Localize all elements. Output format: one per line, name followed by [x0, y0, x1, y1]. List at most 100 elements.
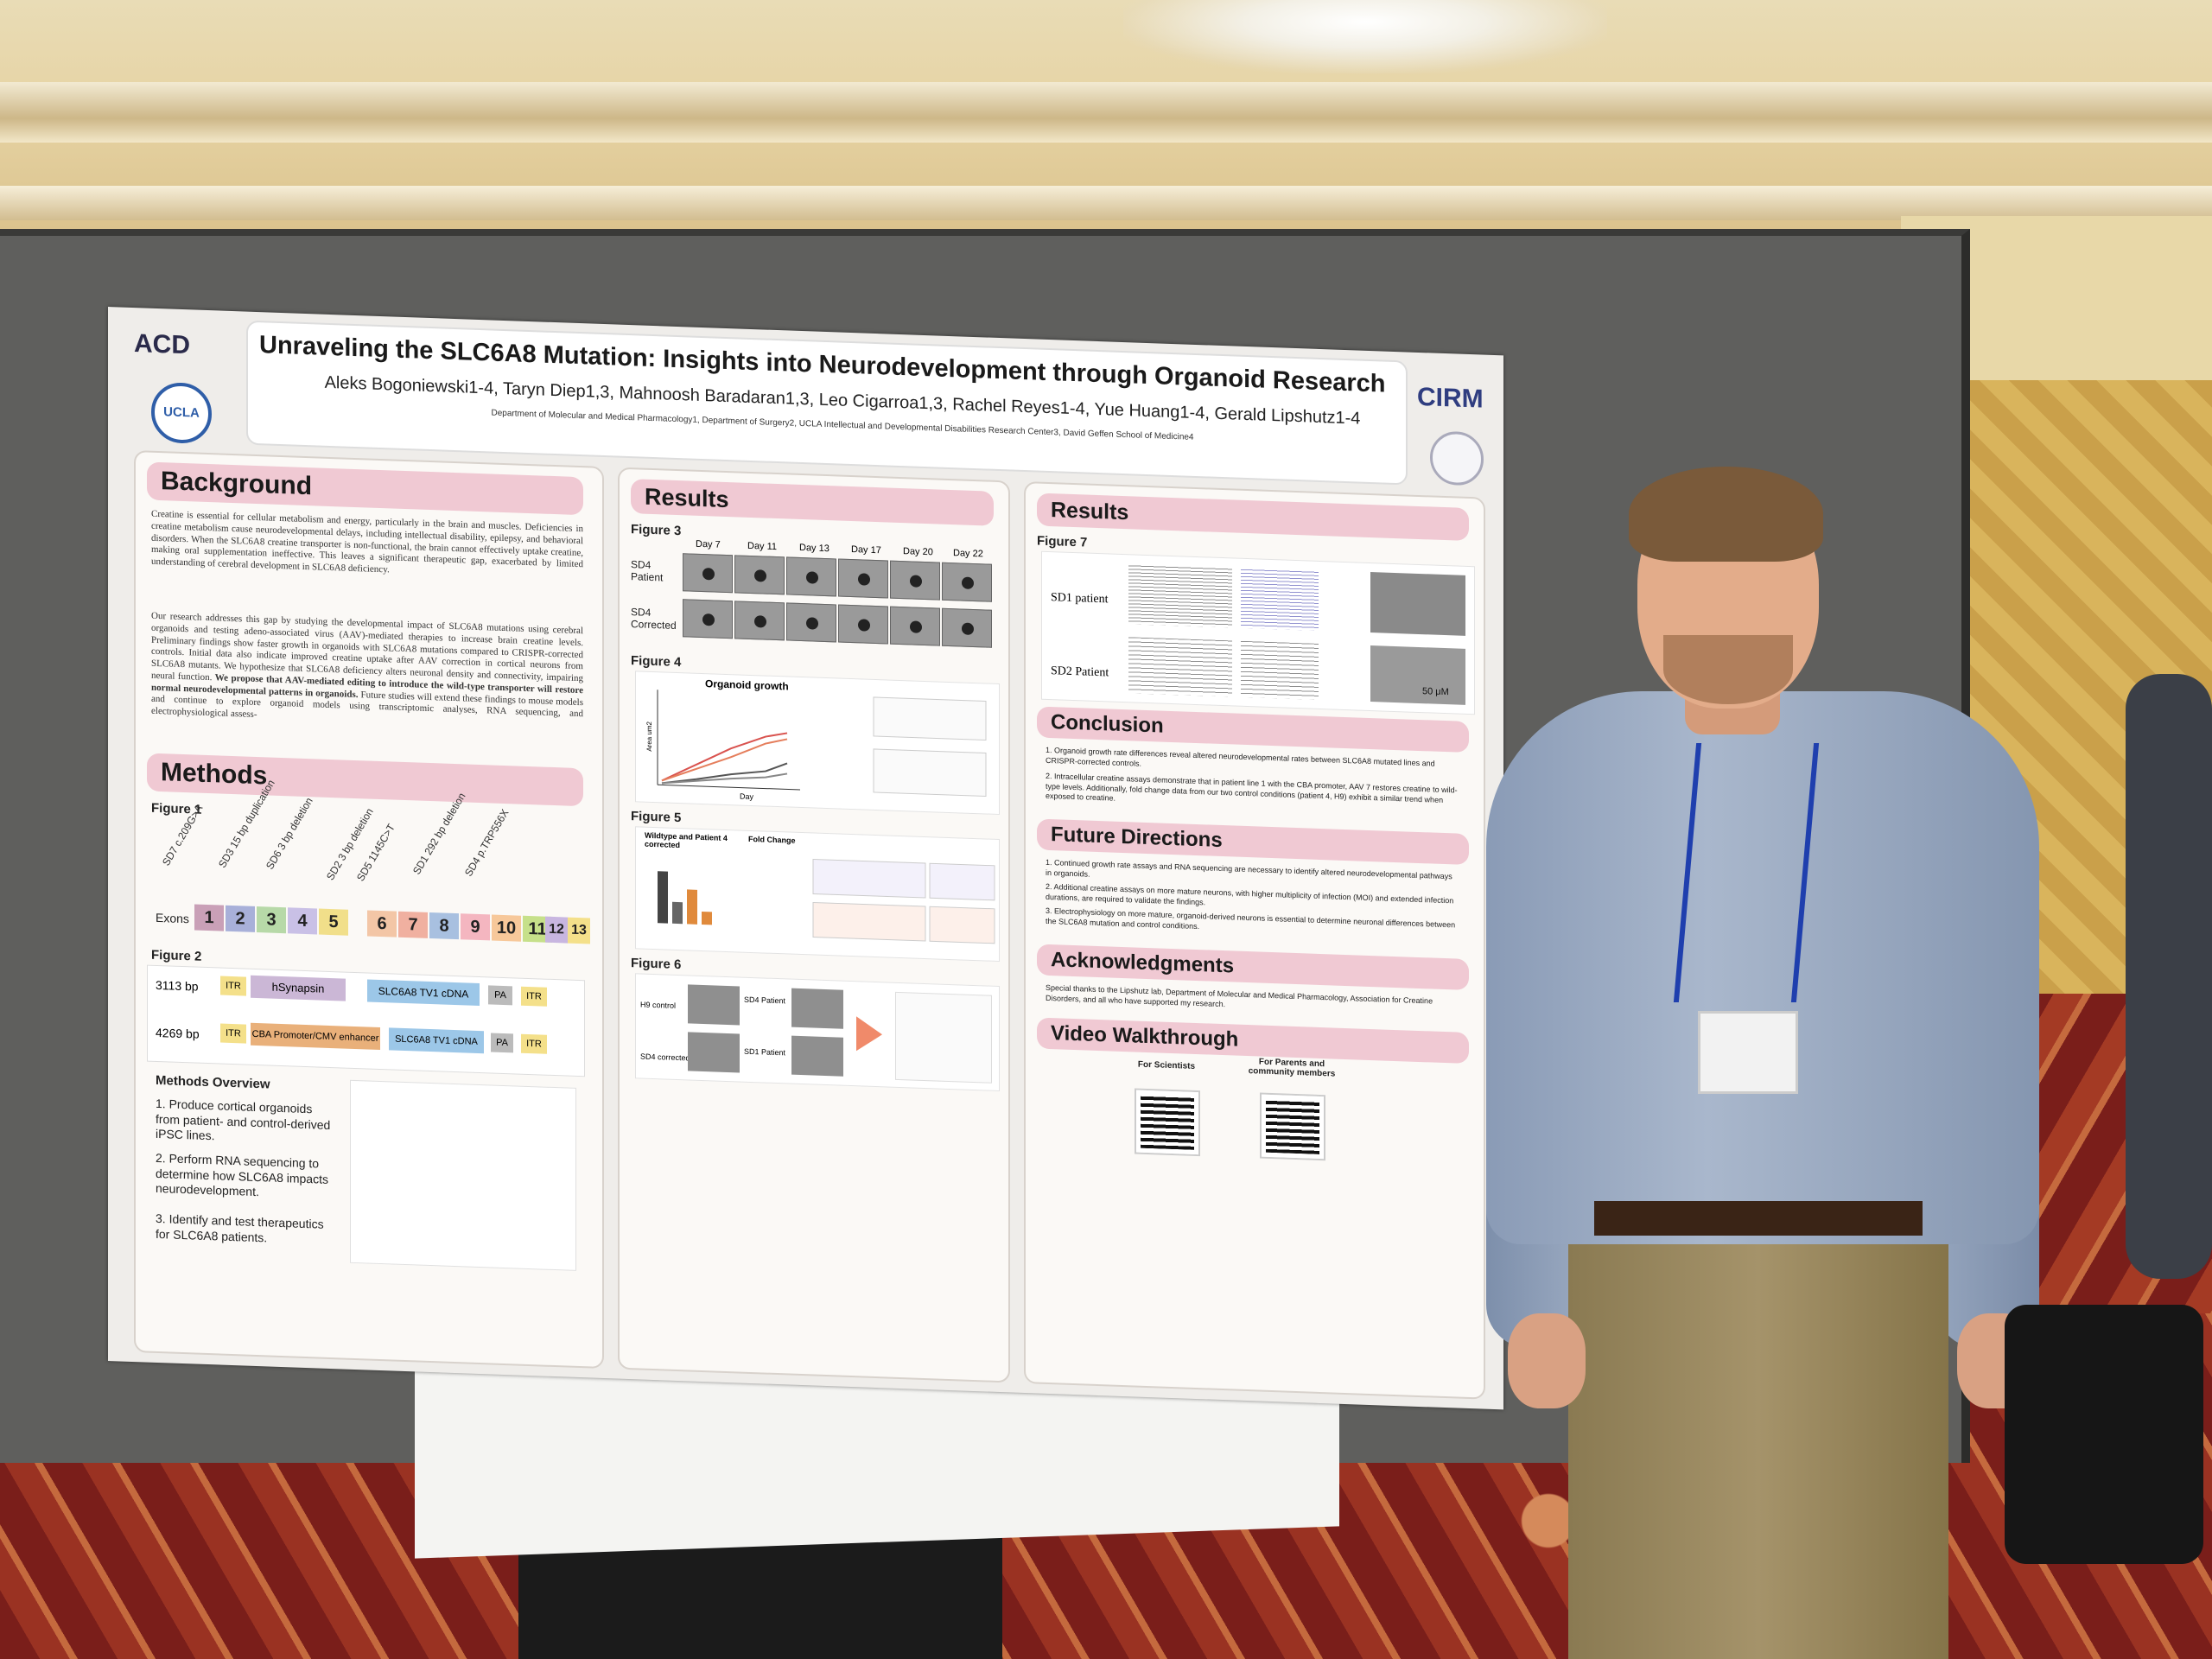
organoid-image — [786, 556, 836, 597]
person-hair — [1629, 467, 1823, 562]
person-shirt — [1486, 691, 2039, 1244]
patch-clamp-trace — [1128, 563, 1232, 628]
figure6-image — [791, 1035, 843, 1077]
ucla-seal-text: UCLA — [163, 404, 200, 421]
chandelier — [1123, 0, 1607, 73]
day-label: Day 17 — [851, 544, 881, 556]
ucla-seal: UCLA — [151, 381, 212, 445]
figure5-bars — [658, 858, 995, 944]
research-poster: ACD UCLA Unraveling the SLC6A8 Mutation:… — [108, 307, 1503, 1410]
exon-box: 8 — [429, 912, 459, 940]
qr-code-scientists[interactable] — [1136, 1090, 1198, 1155]
exon-box: 12 — [545, 916, 568, 944]
figure6-panel: H9 control SD4 Patient SD4 corrected SD1… — [635, 973, 1000, 1092]
qr-code-parents[interactable] — [1262, 1094, 1324, 1160]
figure7-row-sd2: SD2 Patient — [1051, 664, 1109, 680]
figure4-lines — [657, 690, 987, 797]
microscopy-image — [1370, 572, 1465, 636]
ceiling-molding-lower — [0, 186, 2212, 220]
person-pants — [1568, 1210, 1948, 1659]
figure7-scale-bar-label: 50 μM — [1422, 686, 1449, 698]
patch-clamp-trace — [1241, 567, 1319, 631]
construct-diagram — [147, 964, 585, 1077]
organoid-image — [838, 558, 888, 599]
exon-box: 5 — [319, 908, 348, 936]
figure5-label: Figure 5 — [631, 809, 682, 826]
organoid-image — [942, 562, 992, 602]
figure3-row-corrected: SD4 Corrected — [631, 606, 677, 632]
figure6-scatter-plot — [895, 991, 992, 1084]
methods-workflow-diagram — [350, 1079, 576, 1271]
ceiling-molding — [0, 82, 2212, 143]
lanyard — [1673, 743, 1820, 1002]
figure7-row-sd1: SD1 patient — [1051, 591, 1109, 607]
construct1-itr2: ITR — [521, 986, 547, 1007]
exon-box: 3 — [257, 906, 286, 934]
background-person — [2126, 674, 2212, 1279]
construct1-pa: PA — [488, 985, 512, 1006]
day-label: Day 11 — [747, 540, 778, 553]
day-label: Day 22 — [953, 548, 983, 560]
organoid-image — [786, 602, 836, 643]
qr-caption-parents: For Parents and community members — [1248, 1057, 1336, 1079]
figure6-label-h9: H9 control — [640, 1000, 677, 1010]
exon-box: 9 — [461, 913, 490, 941]
methods-overview-item: 3. Identify and test therapeutics for SL… — [156, 1211, 324, 1244]
organoid-image — [683, 599, 733, 639]
person-left-hand — [1508, 1313, 1586, 1408]
exon-box: 1 — [194, 904, 224, 931]
figure5-panel: Wildtype and Patient 4 corrected Fold Ch… — [635, 826, 1000, 963]
figure3-label: Figure 3 — [631, 522, 682, 539]
construct1-cdna: SLC6A8 TV1 cDNA — [367, 979, 480, 1007]
acd-logo: ACD — [134, 329, 212, 375]
figure6-image — [688, 1032, 740, 1073]
day-label: Day 20 — [903, 546, 933, 558]
construct2-cdna: SLC6A8 TV1 cDNA — [389, 1027, 484, 1054]
organoid-image — [683, 553, 733, 594]
figure6-label: Figure 6 — [631, 956, 682, 973]
construct2-size: 4269 bp — [156, 1025, 200, 1041]
construct1-itr: ITR — [220, 976, 246, 996]
name-badge — [1698, 1011, 1798, 1094]
mutation-label: SD7 c.209G>A — [160, 802, 206, 868]
figure6-image — [791, 988, 843, 1029]
backpack — [2005, 1305, 2203, 1564]
figure4-label: Figure 4 — [631, 653, 682, 671]
exons-label: Exons — [156, 910, 189, 926]
figure6-label-sd4-corrected: SD4 corrected — [640, 1052, 690, 1063]
construct2-itr2: ITR — [521, 1033, 547, 1054]
figure6-label-sd1-patient: SD1 Patient — [744, 1046, 786, 1058]
figure7-label: Figure 7 — [1037, 533, 1088, 550]
organoid-image — [890, 560, 940, 601]
exon-box: 13 — [568, 917, 590, 944]
mutation-labels: SD7 c.209G>A SD3 15 bp duplication SD6 3… — [160, 778, 575, 902]
organoid-image — [838, 604, 888, 645]
figure3-row-patient: SD4 Patient — [631, 558, 664, 584]
day-label: Day 7 — [696, 538, 721, 550]
microscopy-image — [1370, 645, 1465, 705]
university-seal — [1430, 430, 1484, 486]
acd-logo-text: ACD — [134, 329, 190, 360]
organoid-image — [942, 607, 992, 648]
construct1-promoter: hSynapsin — [251, 975, 346, 1001]
methods-overview-item: 2. Perform RNA sequencing to determine h… — [156, 1150, 328, 1199]
exon-box: 2 — [226, 905, 255, 932]
organoid-image — [734, 555, 785, 595]
exon-box: 10 — [492, 914, 521, 942]
construct2-promoter: CBA Promoter/CMV enhancer — [251, 1022, 380, 1050]
exon-box: 6 — [367, 910, 397, 938]
figure2-label: Figure 2 — [151, 947, 202, 964]
exon-box: 7 — [398, 911, 428, 938]
organoid-image — [890, 606, 940, 646]
background-p2: Our research addresses this gap by study… — [151, 611, 583, 733]
figure6-label-sd4-patient: SD4 Patient — [744, 995, 786, 1006]
day-label: Day 13 — [799, 542, 830, 555]
arrow-right-icon — [856, 1016, 882, 1052]
methods-overview-item: 1. Produce cortical organoids from patie… — [156, 1096, 331, 1143]
figure6-image — [688, 984, 740, 1026]
figure4-growth-chart: Organoid growth Area um2 Day — [635, 671, 1000, 816]
cirm-logo: CIRM — [1417, 382, 1484, 414]
patch-clamp-trace — [1128, 637, 1232, 697]
organoid-image — [734, 601, 785, 641]
patch-clamp-trace — [1241, 640, 1319, 700]
